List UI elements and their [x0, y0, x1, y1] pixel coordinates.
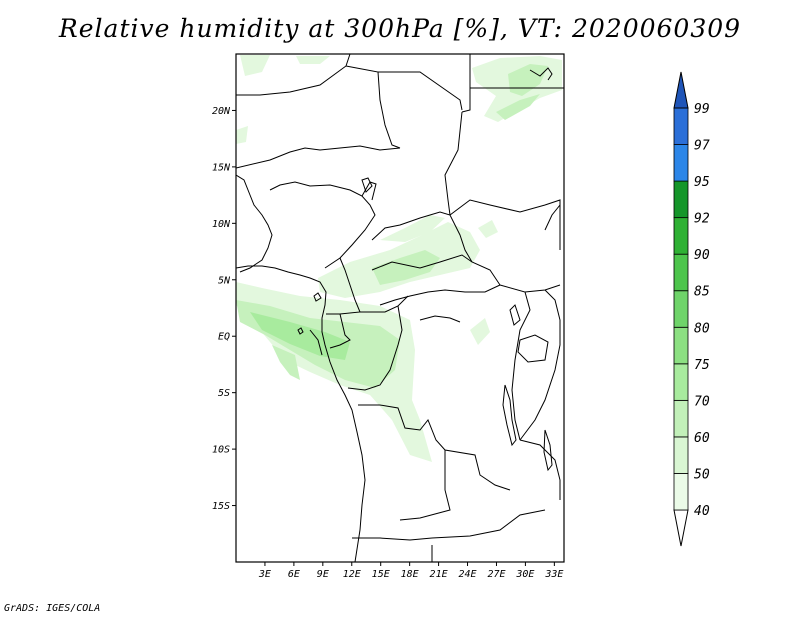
x-tick-label: 6E — [288, 569, 300, 580]
x-tick-label: 21E — [430, 569, 448, 580]
humid-region-guinea-peak — [250, 312, 350, 360]
x-tick-label: 27E — [487, 569, 505, 580]
axis-tick-labels: 3E 6E 9E 12E 15E 18E 21E 24E 27E 30E 33E 20N 15N 10N 5… — [212, 106, 563, 580]
border-angola-namibia — [352, 537, 433, 541]
border-uganda-kenya — [524, 284, 561, 293]
colorbar-label: 80 — [694, 321, 710, 336]
colorbar-swatch — [673, 144, 689, 182]
lake-malawi — [543, 429, 553, 472]
colorbar-label: 90 — [694, 248, 710, 263]
west-coast-north — [236, 174, 273, 273]
colorbar-label: 95 — [694, 175, 710, 190]
x-tick-label: 33E — [544, 569, 563, 580]
border-sahel — [236, 145, 401, 169]
x-tick-label: 24E — [458, 569, 476, 580]
humid-region-north-strip — [296, 56, 330, 64]
border-ssudan-east — [544, 199, 561, 250]
x-tick-label: 3E — [258, 569, 271, 580]
colorbar-label: 40 — [694, 504, 710, 519]
x-tick-label: 18E — [401, 569, 419, 580]
y-tick-label: 20N — [212, 106, 231, 117]
colorbar-swatch — [673, 326, 689, 365]
border-chad-car — [371, 211, 473, 263]
axis-ticks — [232, 109, 555, 566]
colorbar-label: 75 — [694, 358, 710, 373]
colorbar-swatch — [673, 473, 689, 511]
x-tick-label: 9E — [317, 569, 329, 580]
y-tick-label: 5S — [218, 388, 230, 399]
border-congo-drc — [347, 305, 403, 391]
border-drc-east — [499, 284, 531, 441]
map-lines — [236, 54, 564, 562]
y-tick-label: 10S — [212, 445, 230, 456]
river-ne — [544, 204, 561, 231]
y-tick-label: 10N — [212, 219, 231, 230]
colorbar-label: 60 — [694, 431, 710, 446]
y-tick-label: 5N — [218, 275, 231, 286]
colorbar-swatch — [673, 436, 689, 474]
border-mali-algeria — [236, 54, 351, 96]
humid-region-sahara-west-2 — [236, 126, 248, 144]
x-tick-label: 15E — [372, 569, 390, 580]
y-tick-label: EQ — [218, 332, 230, 343]
humid-region-coast-plume — [272, 345, 300, 380]
border-chad-sudan — [444, 111, 463, 216]
border-car-south — [379, 284, 501, 306]
colorbar-label: 85 — [694, 285, 710, 300]
colorbar-swatch — [673, 290, 689, 328]
humid-region-east-patch — [470, 318, 490, 345]
island-saotome — [297, 327, 304, 335]
colorbar-label: 99 — [694, 102, 710, 117]
colorbar-swatch — [673, 180, 689, 219]
colorbar-swatch — [673, 363, 689, 401]
humid-region-east-patch-2 — [478, 220, 498, 238]
colorbar-swatch — [673, 253, 689, 292]
border-egypt-libya — [461, 54, 471, 113]
x-tick-label: 12E — [343, 569, 361, 580]
lake-albert — [509, 304, 521, 326]
border-chad-libya — [378, 71, 463, 111]
colorbar-lower-arrow — [673, 509, 689, 547]
colorbar-swatch — [673, 217, 689, 255]
border-niger-libya — [345, 65, 401, 149]
colorbar-label: 50 — [694, 467, 710, 482]
congo-river — [419, 315, 461, 323]
y-tick-label: 15S — [212, 501, 230, 512]
border-nigeria-east — [361, 181, 377, 201]
humid-region-central-north — [380, 215, 445, 242]
colorbar-swatch — [673, 107, 689, 145]
border-congo — [360, 295, 409, 313]
x-tick-label: 30E — [515, 569, 534, 580]
border-nigeria — [269, 181, 376, 269]
humid-region-redsea-streak — [496, 94, 540, 120]
colorbar-upper-arrow — [673, 71, 689, 109]
credit-label: GrADS: IGES/COLA — [4, 603, 101, 614]
plot-frame — [235, 53, 565, 563]
island-bioko — [313, 292, 322, 302]
colorbar-label: 92 — [694, 212, 710, 227]
lake-victoria — [517, 334, 549, 363]
lake-tanganyika — [502, 384, 517, 447]
colorbar-label: 97 — [694, 139, 710, 154]
red-sea-coast — [529, 67, 553, 81]
west-african-coastline — [236, 265, 366, 562]
colorbar: 40 50 60 70 75 80 85 90 92 95 97 99 — [673, 71, 710, 547]
humid-region-central-core — [372, 250, 440, 285]
border-drc-angola — [358, 404, 511, 491]
colorbar-label: 70 — [694, 394, 710, 409]
border-sudan-ssudan — [449, 199, 546, 216]
humid-region-sahara-west — [240, 55, 270, 76]
map-title: Relative humidity at 300hPa [%], VT: 202… — [58, 14, 742, 43]
border-gabon-coast — [309, 329, 323, 356]
border-tanzania — [519, 289, 561, 441]
border-angola-zambia — [399, 450, 451, 521]
border-car — [371, 254, 501, 286]
border-gabon — [329, 313, 351, 349]
colorbar-swatch — [673, 399, 689, 438]
border-tanzania-south — [519, 439, 561, 500]
border-zambia-south — [431, 509, 546, 539]
lake-chad — [361, 177, 373, 193]
y-tick-label: 15N — [212, 162, 231, 173]
